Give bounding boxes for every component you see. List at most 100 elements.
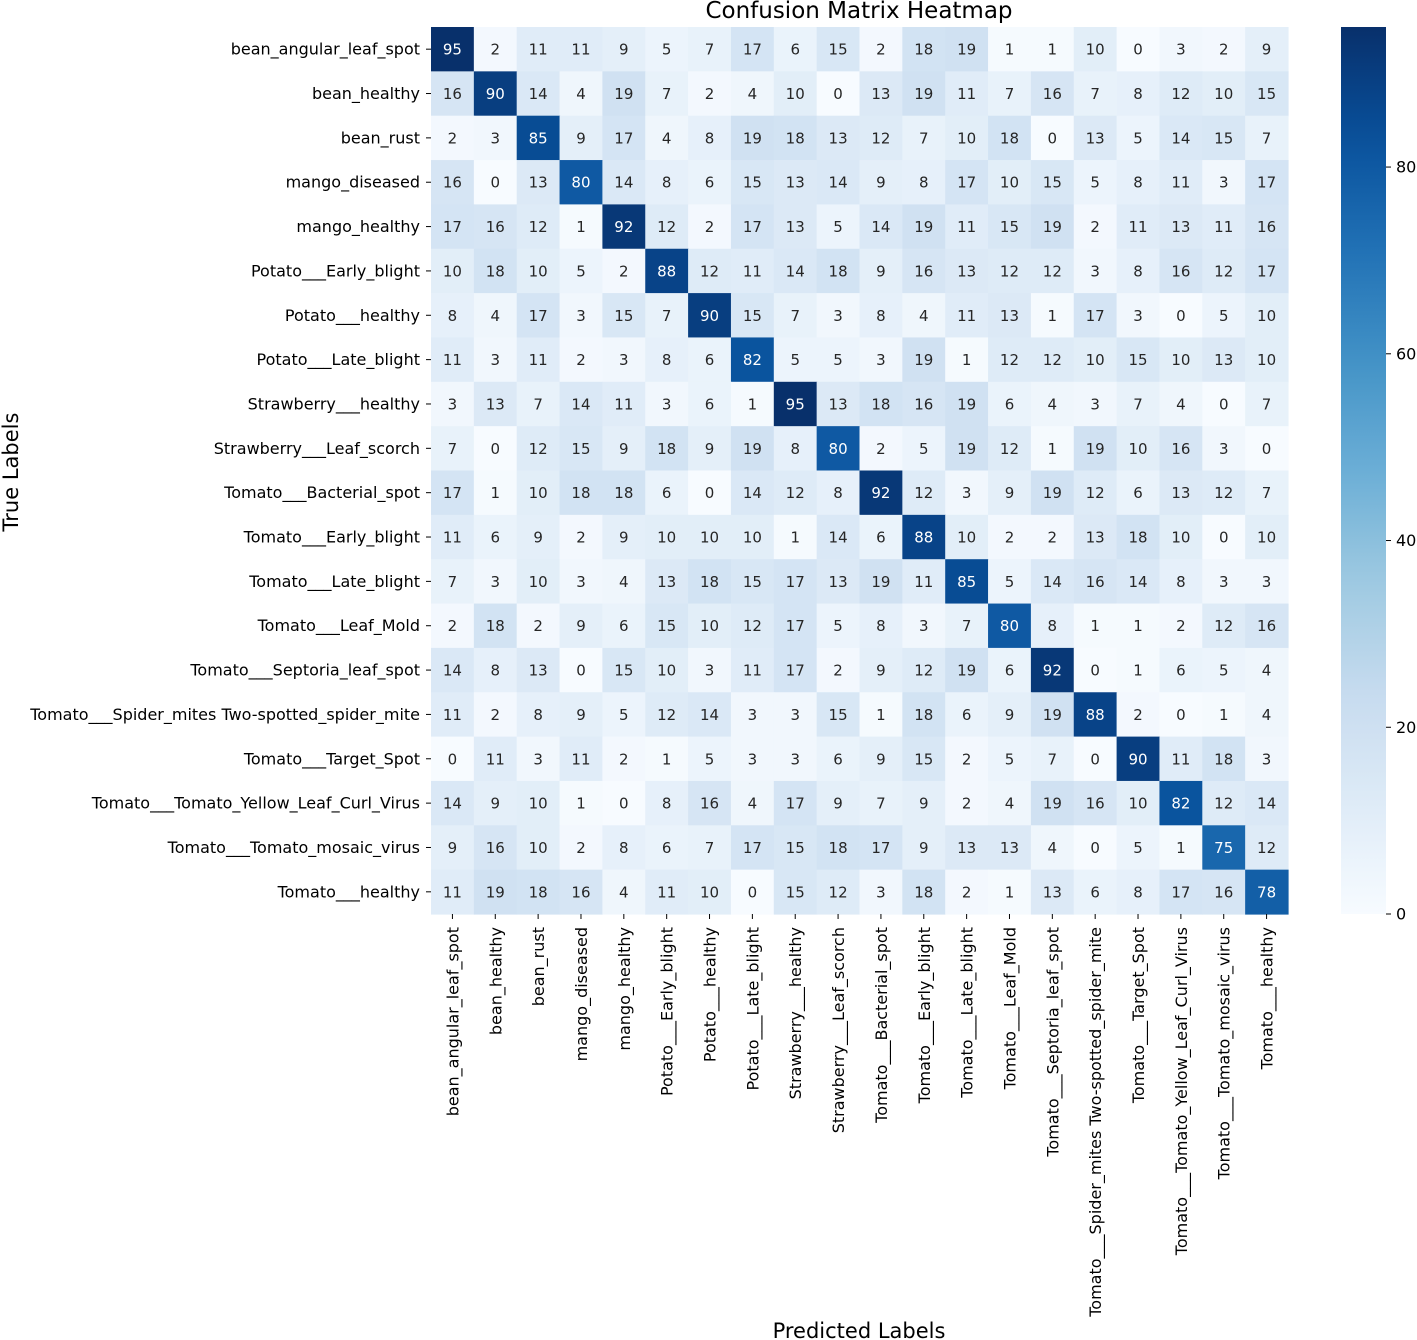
cell-value-label: 5 bbox=[833, 351, 843, 369]
heatmap-cell bbox=[945, 559, 989, 605]
heatmap-cell bbox=[816, 426, 861, 472]
cell-value-label: 9 bbox=[619, 440, 629, 458]
cell-value-label: 7 bbox=[919, 129, 929, 147]
cell-value-label: 7 bbox=[1133, 395, 1143, 413]
cell-value-label: 16 bbox=[914, 262, 933, 280]
heatmap-cell bbox=[1159, 692, 1203, 738]
cell-value-label: 13 bbox=[1000, 839, 1019, 857]
cell-value-label: 14 bbox=[443, 662, 462, 680]
heatmap-cell bbox=[859, 514, 903, 560]
cell-value-label: 3 bbox=[1219, 440, 1229, 458]
x-tick-label: Tomato___Tomato_Yellow_Leaf_Curl_Virus bbox=[1172, 927, 1192, 1256]
cell-value-label: 3 bbox=[1219, 573, 1229, 591]
cell-value-label: 15 bbox=[1214, 129, 1233, 147]
heatmap-cell bbox=[730, 27, 775, 72]
cell-value-label: 15 bbox=[1128, 351, 1147, 369]
cell-value-label: 5 bbox=[705, 750, 715, 768]
cell-value-label: 14 bbox=[443, 795, 462, 813]
heatmap-cell bbox=[602, 27, 646, 72]
heatmap-cell bbox=[1030, 248, 1075, 294]
cell-value-label: 82 bbox=[1171, 795, 1190, 813]
heatmap-cell bbox=[645, 825, 689, 871]
heatmap-cell bbox=[559, 71, 603, 117]
y-axis-label: True Labels bbox=[0, 413, 23, 533]
heatmap-cell bbox=[1159, 736, 1203, 782]
cell-value-label: 9 bbox=[876, 262, 886, 280]
cell-value-label: 15 bbox=[743, 307, 762, 325]
heatmap-cell bbox=[645, 514, 689, 560]
cell-value-label: 2 bbox=[962, 795, 972, 813]
heatmap-cell bbox=[1202, 426, 1246, 472]
cell-value-label: 6 bbox=[662, 839, 672, 857]
heatmap-cell bbox=[473, 381, 518, 427]
heatmap-cell bbox=[1116, 780, 1161, 826]
heatmap-cell bbox=[1245, 71, 1289, 117]
cell-value-label: 0 bbox=[1262, 440, 1272, 458]
heatmap-cell bbox=[602, 869, 646, 915]
chart-title: Confusion Matrix Heatmap bbox=[705, 0, 1012, 24]
cell-value-label: 19 bbox=[1043, 795, 1062, 813]
heatmap-cell bbox=[816, 869, 861, 915]
heatmap-cell bbox=[473, 692, 518, 738]
heatmap-cell bbox=[902, 248, 946, 294]
cell-value-label: 3 bbox=[962, 484, 972, 502]
heatmap-cell bbox=[1159, 27, 1203, 72]
cell-value-label: 2 bbox=[1176, 617, 1186, 635]
heatmap-cell bbox=[688, 248, 732, 294]
heatmap-cell bbox=[1159, 160, 1203, 205]
heatmap-cell bbox=[559, 869, 603, 915]
cell-value-label: 18 bbox=[1000, 129, 1019, 147]
heatmap-cell bbox=[559, 825, 603, 871]
cell-value-label: 92 bbox=[871, 484, 890, 502]
cell-value-label: 0 bbox=[1133, 41, 1143, 59]
cell-value-label: 90 bbox=[486, 85, 505, 103]
heatmap-cell bbox=[730, 381, 775, 427]
heatmap-cell bbox=[473, 780, 518, 826]
cell-value-label: 1 bbox=[662, 750, 672, 768]
heatmap-cell bbox=[945, 27, 989, 72]
cell-value-label: 15 bbox=[786, 883, 805, 901]
heatmap-cell bbox=[645, 27, 689, 72]
heatmap-cell bbox=[473, 647, 518, 693]
heatmap-cell bbox=[902, 27, 946, 72]
heatmap-cell bbox=[688, 825, 732, 871]
heatmap-cell bbox=[688, 160, 732, 205]
cell-value-label: 3 bbox=[1176, 41, 1186, 59]
heatmap-cell bbox=[859, 736, 903, 782]
cell-value-label: 18 bbox=[829, 262, 848, 280]
heatmap-cell bbox=[816, 27, 861, 72]
heatmap-cell bbox=[1202, 115, 1246, 161]
cell-value-label: 18 bbox=[657, 440, 676, 458]
heatmap-cell bbox=[816, 647, 861, 693]
cell-value-label: 4 bbox=[748, 795, 758, 813]
heatmap-cell bbox=[431, 514, 475, 560]
y-tick-label: Tomato___Tomato_Yellow_Leaf_Curl_Virus bbox=[91, 794, 420, 814]
heatmap-cell bbox=[1245, 470, 1289, 516]
heatmap-cell bbox=[688, 514, 732, 560]
heatmap-cell bbox=[1116, 204, 1161, 250]
cell-value-label: 9 bbox=[833, 795, 843, 813]
cell-value-label: 4 bbox=[490, 307, 500, 325]
cell-value-label: 9 bbox=[576, 129, 586, 147]
cell-value-label: 17 bbox=[443, 484, 462, 502]
heatmap-cell bbox=[773, 160, 818, 205]
heatmap-cell bbox=[1245, 603, 1289, 649]
y-tick-label: Tomato___Target_Spot bbox=[243, 749, 420, 769]
y-tick-label: bean_healthy bbox=[312, 84, 420, 104]
heatmap-cell bbox=[945, 160, 989, 205]
cell-value-label: 13 bbox=[829, 395, 848, 413]
heatmap-cell bbox=[773, 293, 818, 339]
heatmap-cell bbox=[902, 470, 946, 516]
heatmap-cell bbox=[773, 115, 818, 161]
cell-value-label: 3 bbox=[533, 750, 543, 768]
y-tick-label: mango_diseased bbox=[286, 173, 420, 193]
cell-value-label: 13 bbox=[657, 573, 676, 591]
cell-value-label: 6 bbox=[962, 706, 972, 724]
heatmap-cell bbox=[602, 470, 646, 516]
x-tick-label: Potato___Early_blight bbox=[658, 927, 678, 1096]
heatmap-cell bbox=[431, 27, 475, 72]
cell-value-label: 5 bbox=[833, 617, 843, 635]
cell-value-label: 10 bbox=[1257, 307, 1276, 325]
cell-value-label: 13 bbox=[1000, 307, 1019, 325]
cell-value-label: 2 bbox=[876, 440, 886, 458]
